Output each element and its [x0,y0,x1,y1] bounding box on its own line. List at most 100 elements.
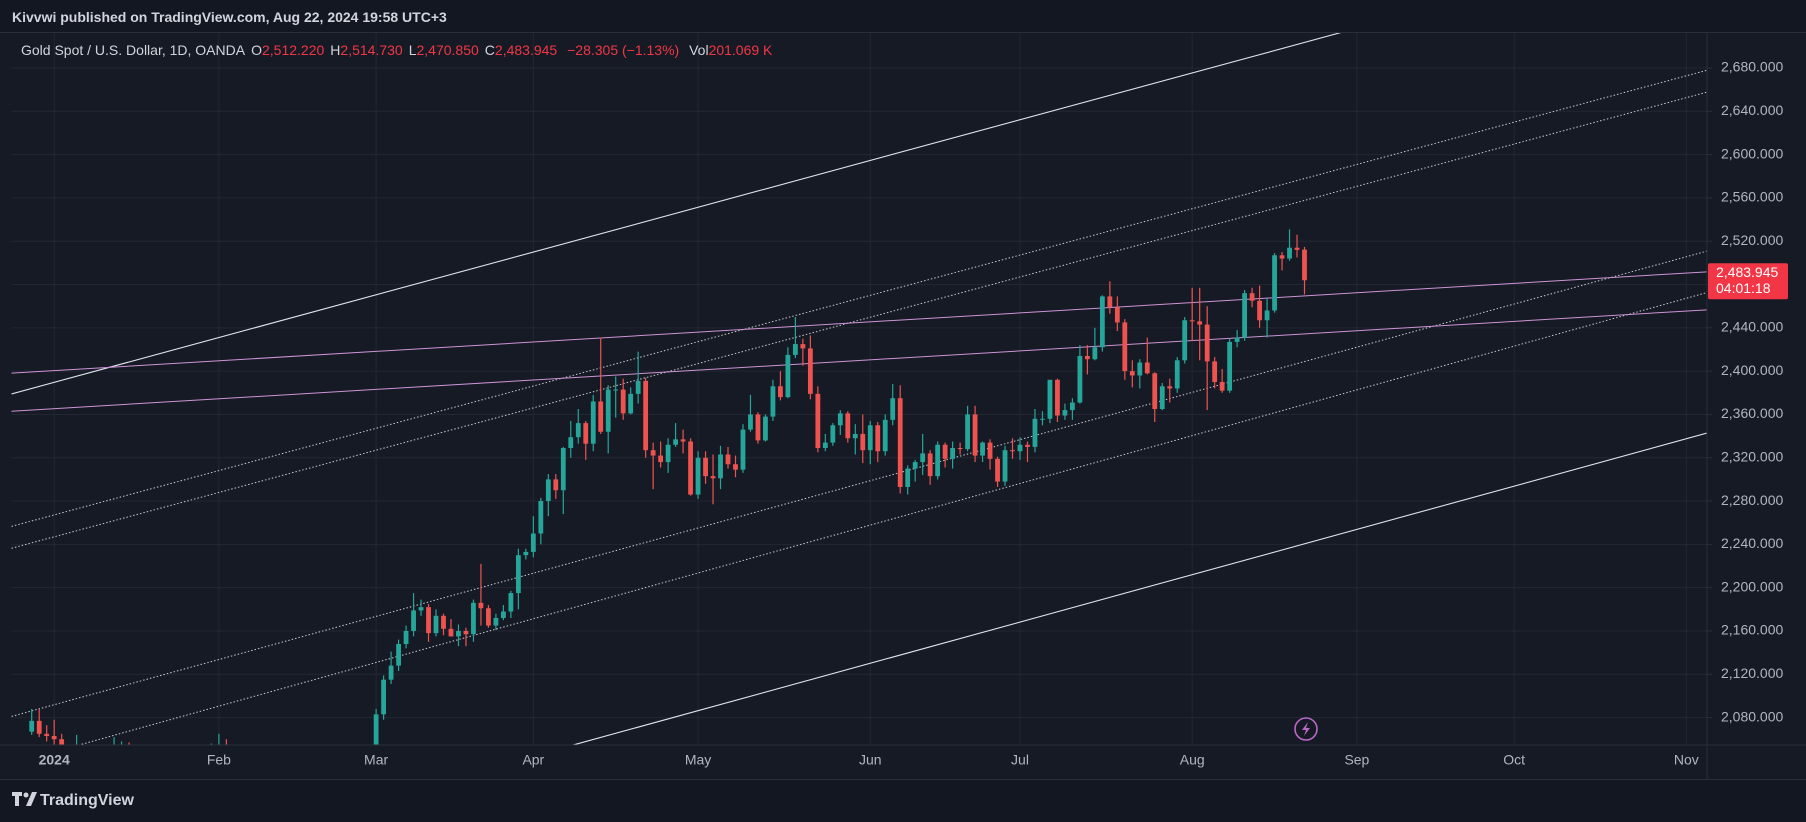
candle-body [800,344,806,349]
y-tick-label: 2,280.000 [1721,492,1783,508]
last-price-tag [1708,263,1788,300]
candle-body [1219,381,1225,391]
drawings [12,33,1707,745]
candle-body [1114,307,1120,323]
symbol-legend: Gold Spot / U.S. Dollar, 1D, OANDA O2,512… [21,42,772,58]
candle-body [792,344,798,355]
candle-body [1107,296,1113,308]
candle-body [1189,320,1195,322]
candle-body [733,464,738,470]
candle-body [852,433,858,439]
y-tick-label: 2,320.000 [1721,448,1783,464]
footer: TradingView [0,779,1806,822]
candle-body [1197,321,1203,325]
candle-body [1152,373,1158,410]
volume-key: Vol [689,42,709,58]
candle-body [987,442,993,459]
candles [29,229,1307,745]
x-tick-label: Apr [522,752,544,768]
resistance-line [12,310,1707,411]
x-tick-label: Oct [1503,752,1525,768]
candle-body [605,389,611,432]
candle-body [710,476,716,479]
brand: TradingView [40,792,134,809]
candle-body [1249,293,1255,301]
dotted-channel-line [12,70,1707,526]
volume-value: 201.069 K [708,42,773,58]
ohlc-value: 2,483.945 [494,42,558,58]
candle-body [1017,444,1023,452]
candle-body [1272,255,1277,311]
candle-body [478,602,484,609]
ohlc-key: H [330,42,341,58]
x-tick-label: Jun [859,752,882,768]
x-tick-label: Jul [1011,752,1029,768]
candle-body [748,414,753,430]
candle-body [1062,410,1068,416]
candle-body [920,453,926,463]
y-tick-label: 2,080.000 [1721,708,1783,724]
candle-body [1010,450,1015,452]
y-tick-label: 2,160.000 [1721,622,1783,638]
candle-body [755,414,761,441]
candle-body [1144,362,1150,374]
candle-body [568,437,574,449]
last-price-label: 2,483.945 [1716,264,1778,280]
candle-body [411,610,416,631]
candle-body [837,413,843,426]
candle-body [942,444,948,459]
x-tick-label: Mar [364,752,388,768]
candle-body [403,630,409,644]
x-tick-label: Nov [1674,752,1699,768]
candle-body [1242,293,1248,338]
y-tick-label: 2,600.000 [1721,145,1783,161]
candle-body [538,501,544,534]
candle-body [980,442,985,456]
ohlc-key: L [408,42,417,58]
candle-body [500,611,506,618]
candle-body [1159,386,1165,410]
candle-body [897,398,903,487]
candle-body [508,593,514,612]
candle-body [650,450,656,456]
candle-body [680,439,686,442]
y-tick-label: 2,560.000 [1721,189,1783,205]
candle-body [1077,355,1083,403]
event-icon[interactable] [1294,717,1318,741]
candle-body [965,414,970,450]
x-tick-label: Sep [1344,752,1369,768]
candle-body [815,393,821,449]
ohlc-value: 2,514.730 [340,42,403,58]
candle-body [1212,361,1218,382]
ohlc-value: 2,512.220 [261,42,325,58]
chart-background [0,33,1806,779]
candle-body [575,423,581,438]
candle-body [51,735,57,740]
candle-body [1294,247,1300,250]
candle-body [463,630,469,635]
y-tick-label: 2,120.000 [1721,665,1783,681]
candle-body [935,444,941,477]
candle-body [822,442,828,449]
candle-body [957,448,963,450]
candle-body [553,479,559,491]
candle-body [860,433,866,451]
y-tick-label: 2,680.000 [1721,59,1783,75]
candle-body [912,462,918,469]
trend-lines [12,33,1707,745]
grid [11,33,1707,746]
candle-body [703,457,708,477]
candle-body [396,643,401,666]
candle-body [523,551,529,556]
symbol-title: Gold Spot / U.S. Dollar, 1D, OANDA [21,42,246,58]
candle-body [950,448,956,459]
candle-body [515,555,521,594]
y-tick-label: 2,200.000 [1721,578,1783,594]
candle-body [845,413,851,439]
y-tick-label: 2,640.000 [1721,102,1783,118]
candle-body [381,679,387,715]
y-tick-label: 2,400.000 [1721,362,1783,378]
candle-body [1257,300,1262,321]
ohlc-value: 2,470.850 [416,42,479,58]
